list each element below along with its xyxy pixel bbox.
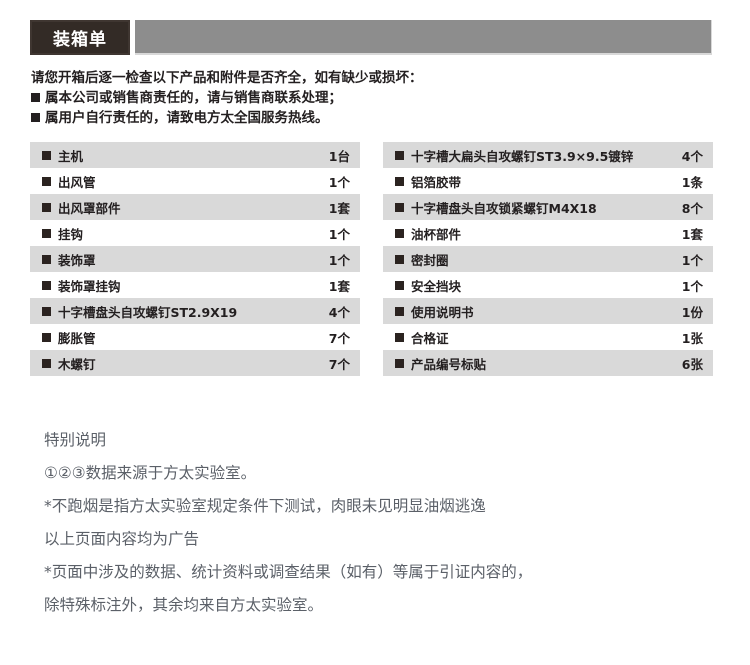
notes-line-1: ①②③数据来源于方太实验室。 <box>44 464 257 482</box>
item-name: 十字槽盘头自攻螺钉ST2.9X19 <box>58 304 238 320</box>
bullet-square-icon <box>395 176 404 186</box>
bullet-square-icon <box>395 228 404 238</box>
table-row: 合格证 1张 <box>383 324 713 350</box>
bullet-square-icon <box>395 358 404 368</box>
bullet-square-icon <box>42 332 51 342</box>
bullet-square-icon <box>31 93 40 102</box>
table-row: 装饰罩挂钩 1套 <box>30 272 360 298</box>
item-name: 十字槽盘头自攻锁紧螺钉M4X18 <box>411 200 597 216</box>
bullet-square-icon <box>42 176 51 186</box>
bullet-square-icon <box>395 254 404 264</box>
item-name: 铝箔胶带 <box>411 174 462 190</box>
notes-title: 特别说明 <box>44 431 107 449</box>
notes-line-2: *不跑烟是指方太实验室规定条件下测试，肉眼未见明显油烟逃逸 <box>44 497 486 515</box>
item-name: 主机 <box>58 148 84 164</box>
table-row: 产品编号标贴 6张 <box>383 350 713 376</box>
table-row: 十字槽盘头自攻螺钉ST2.9X19 4个 <box>30 298 360 324</box>
item-name: 密封圈 <box>411 252 449 268</box>
intro-line-3: 属用户自行责任的，请致电方太全国服务热线。 <box>45 110 329 126</box>
item-quantity: 4个 <box>681 148 703 164</box>
table-row: 十字槽大扁头自攻螺钉ST3.9×9.5镀锌 4个 <box>383 142 713 168</box>
item-quantity: 1个 <box>328 226 350 242</box>
bullet-square-icon <box>395 306 404 316</box>
item-name: 装饰罩挂钩 <box>58 278 121 294</box>
section-header: 装箱单 <box>30 20 712 55</box>
table-row: 出风管 1个 <box>30 168 360 194</box>
item-quantity: 4个 <box>328 304 350 320</box>
item-quantity: 1个 <box>681 278 703 294</box>
bullet-square-icon <box>42 358 51 368</box>
item-quantity: 1张 <box>681 330 703 346</box>
item-name: 合格证 <box>411 330 449 346</box>
table-row: 油杯部件 1套 <box>383 220 713 246</box>
item-name: 出风罩部件 <box>58 200 121 216</box>
table-row: 出风罩部件 1套 <box>30 194 360 220</box>
notes-line-5: 除特殊标注外，其余均来自方太实验室。 <box>44 596 324 614</box>
item-quantity: 1台 <box>328 148 350 164</box>
packing-list-tables: 主机 1台 出风管 1个 出风罩部件 1套 挂钩 1个 装饰罩 1个 装饰罩挂钩 1套 十字槽盘头自攻螺… <box>30 142 714 376</box>
packing-list-column-left: 主机 1台 出风管 1个 出风罩部件 1套 挂钩 1个 装饰罩 1个 装饰罩挂钩 1套 十字槽盘头自攻螺… <box>30 142 360 376</box>
item-quantity: 1份 <box>681 304 703 320</box>
item-name: 装饰罩 <box>58 252 96 268</box>
item-quantity: 1条 <box>681 174 703 190</box>
intro-line-1: 请您开箱后逐一检查以下产品和附件是否齐全，如有缺少或损坏： <box>31 70 423 86</box>
intro-line-2: 属本公司或销售商责任的，请与销售商联系处理； <box>45 90 342 106</box>
item-quantity: 1个 <box>681 252 703 268</box>
special-notes: 特别说明 ①②③数据来源于方太实验室。 *不跑烟是指方太实验室规定条件下测试，肉… <box>44 424 744 622</box>
table-row: 安全挡块 1个 <box>383 272 713 298</box>
header-decorative-bar <box>135 20 712 55</box>
section-title-badge: 装箱单 <box>30 20 130 55</box>
item-name: 安全挡块 <box>411 278 462 294</box>
bullet-square-icon <box>395 150 404 160</box>
item-name: 挂钩 <box>58 226 84 242</box>
item-quantity: 1个 <box>328 252 350 268</box>
bullet-square-icon <box>395 202 404 212</box>
item-name: 出风管 <box>58 174 96 190</box>
item-name: 油杯部件 <box>411 226 462 242</box>
intro-paragraph: 请您开箱后逐一检查以下产品和附件是否齐全，如有缺少或损坏： 属本公司或销售商责任… <box>31 68 721 128</box>
intro-line-2-wrap: 属本公司或销售商责任的，请与销售商联系处理； <box>31 88 721 108</box>
item-quantity: 8个 <box>681 200 703 216</box>
item-name: 十字槽大扁头自攻螺钉ST3.9×9.5镀锌 <box>411 148 634 164</box>
notes-line-3: 以上页面内容均为广告 <box>44 530 200 548</box>
notes-line-4: *页面中涉及的数据、统计资料或调查结果（如有）等属于引证内容的， <box>44 563 533 581</box>
item-name: 木螺钉 <box>58 356 96 372</box>
bullet-square-icon <box>42 228 51 238</box>
item-quantity: 1套 <box>681 226 703 242</box>
bullet-square-icon <box>42 150 51 160</box>
packing-list-column-right: 十字槽大扁头自攻螺钉ST3.9×9.5镀锌 4个铝箔胶带 1条十字槽盘头自攻锁紧螺钉… <box>383 142 713 376</box>
table-row: 密封圈 1个 <box>383 246 713 272</box>
item-name: 膨胀管 <box>58 330 96 346</box>
item-quantity: 7个 <box>328 356 350 372</box>
bullet-square-icon <box>42 202 51 212</box>
bullet-square-icon <box>42 306 51 316</box>
table-row: 膨胀管 7个 <box>30 324 360 350</box>
table-row: 主机 1台 <box>30 142 360 168</box>
bullet-square-icon <box>42 280 51 290</box>
intro-line-3-wrap: 属用户自行责任的，请致电方太全国服务热线。 <box>31 108 721 128</box>
item-quantity: 7个 <box>328 330 350 346</box>
item-quantity: 1个 <box>328 174 350 190</box>
item-name: 使用说明书 <box>411 304 474 320</box>
table-row: 十字槽盘头自攻锁紧螺钉M4X18 8个 <box>383 194 713 220</box>
bullet-square-icon <box>395 332 404 342</box>
bullet-square-icon <box>395 280 404 290</box>
item-quantity: 1套 <box>328 200 350 216</box>
table-row: 挂钩 1个 <box>30 220 360 246</box>
bullet-square-icon <box>42 254 51 264</box>
table-row: 木螺钉 7个 <box>30 350 360 376</box>
table-row: 铝箔胶带 1条 <box>383 168 713 194</box>
table-row: 装饰罩 1个 <box>30 246 360 272</box>
item-quantity: 6张 <box>681 356 703 372</box>
table-row: 使用说明书 1份 <box>383 298 713 324</box>
item-quantity: 1套 <box>328 278 350 294</box>
bullet-square-icon <box>31 113 40 122</box>
item-name: 产品编号标贴 <box>411 356 487 372</box>
